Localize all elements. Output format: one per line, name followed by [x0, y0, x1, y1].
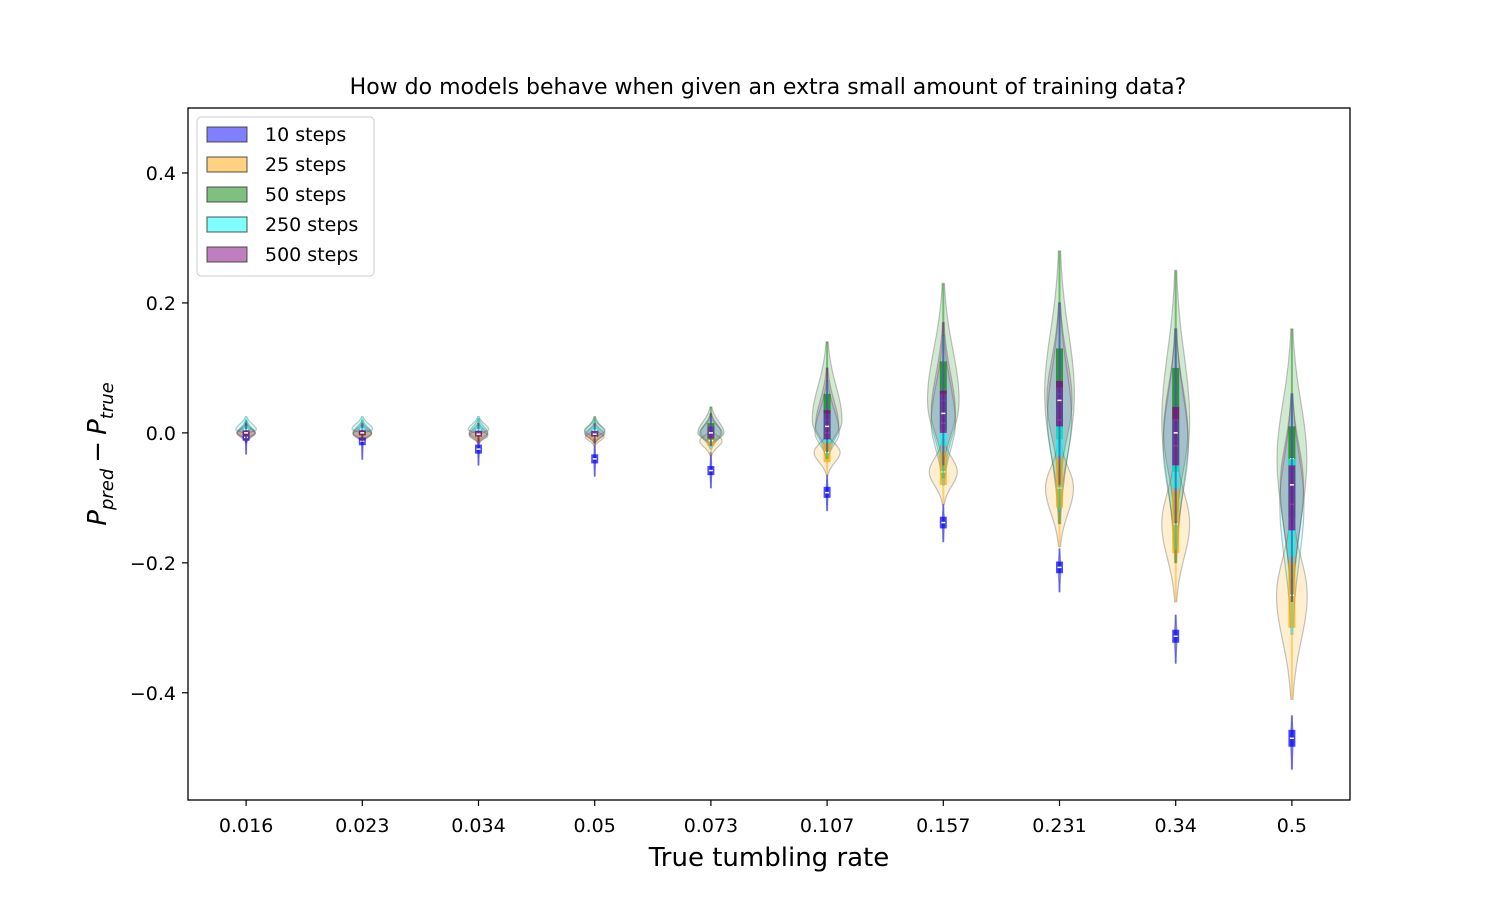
- iqr-box-5-6: [823, 410, 831, 440]
- x-tick-label-5: 0.073: [684, 815, 738, 837]
- iqr-box-2-7: [939, 452, 947, 485]
- legend-swatch-1: [206, 126, 248, 143]
- x-tick-label-4: 0.05: [574, 815, 616, 837]
- violin-4-3: [467, 416, 490, 436]
- violin-layer: [235, 250, 1308, 771]
- legend-label-2: 25 steps: [265, 154, 346, 176]
- x-tick-label-10: 0.5: [1277, 815, 1307, 837]
- legend-label-3: 50 steps: [265, 184, 346, 206]
- legend-swatch-3: [206, 186, 248, 203]
- legend-label-1: 10 steps: [265, 124, 346, 146]
- x-tick-label-1: 0.016: [219, 815, 273, 837]
- violin-4-1: [235, 416, 257, 435]
- y-label-p2: P: [83, 419, 113, 435]
- legend: 10 steps 25 steps 50 steps 250 steps 500 ste…: [196, 116, 375, 277]
- legend-label-5: 500 steps: [265, 244, 358, 266]
- y-axis-label: Ppred − Ptrue: [83, 382, 118, 525]
- x-tick-label-6: 0.107: [800, 815, 854, 837]
- violin-4-2: [351, 416, 374, 435]
- x-tick-label-9: 0.34: [1155, 815, 1197, 837]
- legend-swatch-5: [206, 246, 248, 263]
- x-tick-label-7: 0.157: [916, 815, 970, 837]
- x-axis: 0.016 0.023 0.034 0.05 0.073 0.107 0.157 0.231 0…: [219, 800, 1307, 837]
- y-tick-label-1: −0.4: [130, 683, 176, 705]
- y-tick-label-5: 0.4: [146, 163, 176, 185]
- iqr-box-5-7: [939, 390, 947, 433]
- plot-frame: [187, 107, 1351, 801]
- x-tick-label-3: 0.034: [451, 815, 505, 837]
- legend-label-4: 250 steps: [265, 214, 358, 236]
- legend-swatch-2: [206, 156, 248, 173]
- y-label-true: true: [97, 382, 118, 419]
- iqr-box-2-9: [1172, 491, 1180, 554]
- y-label-p: P: [83, 510, 113, 526]
- y-tick-label-4: 0.2: [146, 293, 176, 315]
- y-tick-label-2: −0.2: [130, 553, 176, 575]
- x-tick-label-2: 0.023: [335, 815, 389, 837]
- iqr-box-2-8: [1056, 458, 1063, 508]
- iqr-box-5-9: [1172, 406, 1180, 466]
- x-tick-label-8: 0.231: [1032, 815, 1086, 837]
- y-label-pred: pred: [97, 468, 118, 511]
- box-layer: [242, 250, 1296, 770]
- y-label-minus: −: [83, 441, 113, 463]
- legend-swatch-4: [206, 216, 248, 233]
- iqr-box-5-8: [1056, 380, 1063, 427]
- iqr-box-5-10: [1288, 465, 1296, 531]
- x-axis-label: True tumbling rate: [648, 843, 890, 873]
- y-tick-label-3: 0.0: [146, 423, 176, 445]
- chart-title: How do models behave when given an extra…: [350, 75, 1187, 100]
- y-axis: −0.4 −0.2 0.0 0.2 0.4: [130, 163, 188, 705]
